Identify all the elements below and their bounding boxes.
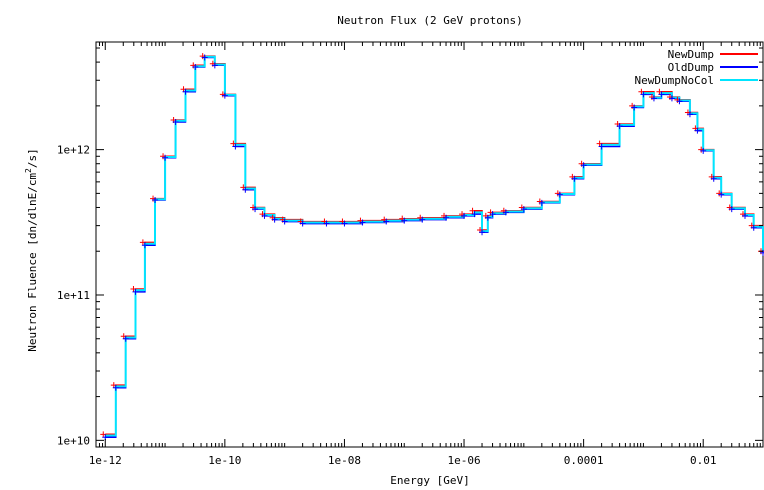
data-point-OldDump <box>718 191 725 198</box>
data-point-OldDump <box>502 209 509 216</box>
data-point-OldDump <box>172 118 179 125</box>
data-point-OldDump <box>341 220 348 227</box>
data-point-OldDump <box>471 211 478 218</box>
series-curves <box>105 55 764 439</box>
data-point-OldDump <box>658 91 665 98</box>
data-point-OldDump <box>383 218 390 225</box>
data-point-OldDump <box>323 220 330 227</box>
data-point-OldDump <box>728 206 735 213</box>
data-point-OldDump <box>489 211 496 218</box>
series-line-OldDump <box>105 56 764 439</box>
data-point-OldDump <box>201 54 208 61</box>
data-point-OldDump <box>631 104 638 111</box>
y-axis-label-tail: /s] <box>26 148 39 168</box>
legend-label-NewDump: NewDump <box>668 48 714 61</box>
x-tick-label: 0.0001 <box>564 454 604 467</box>
data-point-OldDump <box>271 216 278 223</box>
legend-label-OldDump: OldDump <box>668 61 714 74</box>
data-point-OldDump <box>640 91 647 98</box>
plot-border <box>95 41 764 448</box>
data-point-OldDump <box>141 242 148 249</box>
x-axis-ticks: 1e-12 1e-10 1e-08 1e-06 0.0001 0.01 <box>89 42 764 467</box>
data-point-OldDump <box>182 88 189 95</box>
data-point-OldDump <box>152 197 159 204</box>
data-point-OldDump <box>112 384 119 391</box>
data-point-OldDump <box>221 92 228 99</box>
data-point-OldDump <box>484 214 491 221</box>
series-line-NewDump <box>105 55 764 436</box>
data-point-OldDump <box>232 143 239 150</box>
data-point-OldDump <box>538 199 545 206</box>
data-point-OldDump <box>162 154 169 161</box>
data-point-NewDump <box>469 207 476 214</box>
legend-label-NewDumpNoCol: NewDumpNoCol <box>635 74 714 87</box>
data-point-OldDump <box>616 123 623 130</box>
x-axis-label: Energy [GeV] <box>390 474 469 487</box>
data-point-OldDump <box>242 186 249 193</box>
data-point-OldDump <box>252 206 259 213</box>
data-point-OldDump <box>419 216 426 223</box>
plot-frame <box>95 41 764 448</box>
data-point-OldDump <box>281 218 288 225</box>
y-tick-label: 1e+11 <box>57 289 90 302</box>
data-point-OldDump <box>401 217 408 224</box>
y-axis-label-main: Neutron Fluence [dn/dlnE/cm <box>26 173 39 352</box>
data-point-OldDump <box>580 162 587 169</box>
data-point-OldDump <box>261 212 268 219</box>
data-point-OldDump <box>676 98 683 105</box>
y-axis-label: Neutron Fluence [dn/dlnE/cm2/s] <box>24 148 39 352</box>
data-point-OldDump <box>461 212 468 219</box>
y-axis-ticks: 1e+10 1e+11 1e+12 <box>57 47 763 448</box>
x-tick-label: 1e-10 <box>208 454 241 467</box>
data-point-OldDump <box>742 212 748 219</box>
x-tick-label: 1e-08 <box>328 454 361 467</box>
data-point-OldDump <box>668 95 675 102</box>
data-point-OldDump <box>479 229 486 236</box>
chart-title: Neutron Flux (2 GeV protons) <box>337 14 522 27</box>
y-tick-label: 1e+10 <box>57 434 90 447</box>
data-point-OldDump <box>299 220 306 227</box>
series-line-NewDumpNoCol <box>105 55 764 437</box>
data-point-OldDump <box>686 111 693 118</box>
data-point-OldDump <box>192 64 199 71</box>
data-point-OldDump <box>750 224 757 231</box>
data-point-OldDump <box>556 191 563 198</box>
data-point-OldDump <box>700 147 707 154</box>
x-tick-label: 1e-06 <box>447 454 480 467</box>
series-markers <box>100 53 764 441</box>
data-point-OldDump <box>122 335 129 342</box>
x-tick-label: 1e-12 <box>89 454 122 467</box>
y-axis-label-superscript: 2 <box>24 168 33 173</box>
data-point-OldDump <box>571 175 578 182</box>
data-point-OldDump <box>132 288 139 295</box>
data-point-OldDump <box>211 62 218 69</box>
data-point-OldDump <box>710 175 717 182</box>
data-point-OldDump <box>520 206 527 213</box>
data-point-OldDump <box>443 214 450 221</box>
x-tick-label: 0.01 <box>690 454 717 467</box>
data-point-OldDump <box>650 95 657 102</box>
data-point-OldDump <box>598 143 605 150</box>
y-tick-label: 1e+12 <box>57 144 90 157</box>
data-point-OldDump <box>359 219 366 226</box>
data-point-OldDump <box>694 127 701 134</box>
